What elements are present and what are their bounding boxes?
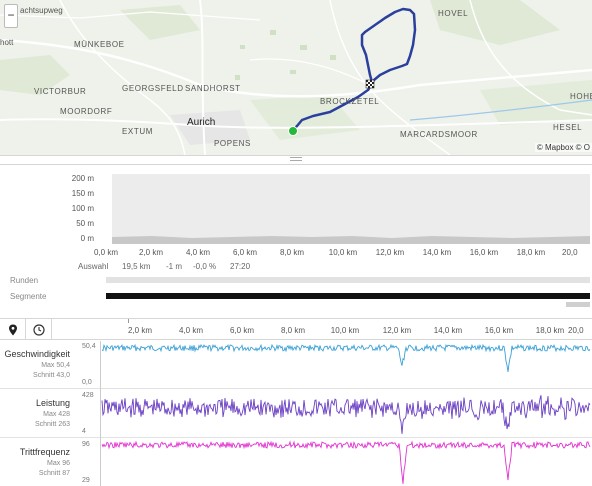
selection-label: Auswahl: [78, 262, 109, 271]
route-line: [292, 7, 417, 131]
stream-speed-scale-bottom: 0,0: [82, 379, 92, 386]
axis-line: [100, 341, 101, 486]
stream-x-tick: 8,0 km: [280, 326, 305, 335]
elevation-x-tick: 16,0 km: [469, 248, 499, 257]
stream-line: [101, 440, 591, 484]
elevation-y-tick: 50 m: [76, 219, 94, 228]
map-background: [0, 0, 592, 155]
elevation-profile: [112, 236, 590, 244]
map-label: GEORGSFELD: [122, 84, 184, 93]
divider: [0, 155, 592, 156]
stream-speed-name: Geschwindigkeit: [4, 349, 70, 359]
selection-time: 27:20: [230, 262, 251, 271]
elevation-x-tick: 2,0 km: [138, 248, 163, 257]
stream-cadence-avg: Schnitt 87: [38, 470, 70, 477]
zoom-out-button[interactable]: −: [4, 4, 18, 28]
selection-grade: -0,0 %: [193, 262, 217, 271]
stream-speed-avg: Schnitt 43,0: [33, 372, 70, 379]
elevation-y-tick: 100 m: [71, 204, 94, 213]
laps-bar[interactable]: [106, 277, 590, 283]
route-map[interactable]: − achtsupweg hott MÜNKEBOE VICTORBUR GEO…: [0, 0, 592, 155]
segment-bar[interactable]: [106, 293, 590, 299]
map-label: MARCARDSMOOR: [400, 130, 478, 139]
map-label: achtsupweg: [20, 6, 63, 15]
start-marker-icon: [288, 126, 298, 136]
stream-x-tick: 14,0 km: [433, 326, 463, 335]
elevation-y-tick: 200 m: [71, 174, 94, 183]
stream-cadence-scale-bottom: 29: [82, 477, 90, 484]
laps-label: Runden: [10, 276, 39, 285]
stream-x-tick: 16,0 km: [484, 326, 514, 335]
map-label: hott: [0, 38, 14, 47]
stream-x-tick: 10,0 km: [330, 326, 360, 335]
map-label: VICTORBUR: [34, 87, 87, 96]
stream-x-tick: 18,0 km: [535, 326, 565, 335]
elevation-x-tick: 18,0 km: [516, 248, 546, 257]
stream-cadence[interactable]: Trittfrequenz Max 96 Schnitt 87 96 29: [0, 439, 592, 486]
elevation-x-tick: 10,0 km: [328, 248, 358, 257]
segments-label: Segmente: [10, 292, 47, 301]
elevation-x-tick: 6,0 km: [232, 248, 257, 257]
elevation-x-tick: 12,0 km: [375, 248, 405, 257]
streams-header: 2,0 km 4,0 km 6,0 km 8,0 km 10,0 km 12,0…: [0, 318, 592, 340]
clock-icon: [32, 323, 45, 336]
speed-line: [101, 343, 591, 372]
stream-power-avg: Schnitt 263: [34, 421, 70, 428]
elevation-x-tick: 4,0 km: [185, 248, 210, 257]
stream-power-max: Max 428: [43, 411, 70, 418]
map-label: SANDHORST: [185, 84, 241, 93]
segment-bar-small[interactable]: [566, 302, 590, 307]
stream-speed-scale-top: 50,4: [82, 343, 96, 350]
map-label: HOHE: [570, 92, 592, 101]
stream-cadence-scale-top: 96: [82, 441, 90, 448]
cadence-line: [101, 440, 591, 484]
stream-x-tick: 6,0 km: [229, 326, 254, 335]
elevation-y-tick: 150 m: [71, 189, 94, 198]
divider: [0, 164, 592, 165]
map-pin-icon: [8, 324, 17, 335]
map-label: POPENS: [214, 139, 251, 148]
elevation-x-tick: 8,0 km: [279, 248, 304, 257]
map-label: HOVEL: [438, 9, 469, 18]
tab-distance[interactable]: [0, 319, 26, 340]
tab-time[interactable]: [26, 319, 52, 340]
stream-power-scale-bottom: 4: [82, 428, 86, 435]
map-label: EXTUM: [122, 127, 153, 136]
stream-x-tick: 12,0 km: [382, 326, 412, 335]
elevation-x-tick: 20,0: [562, 248, 578, 257]
stream-power[interactable]: Leistung Max 428 Schnitt 263 428 4: [0, 390, 592, 438]
stream-speed[interactable]: Geschwindigkeit Max 50,4 Schnitt 43,0 50…: [0, 341, 592, 389]
map-label-city: Aurich: [187, 117, 216, 128]
stream-line: [101, 395, 591, 434]
stream-x-tick: 2,0 km: [127, 326, 152, 335]
stream-cadence-name: Trittfrequenz: [19, 447, 70, 457]
resize-handle[interactable]: [290, 157, 302, 161]
finish-flag-icon: [365, 79, 375, 89]
elevation-x-tick: 0,0 km: [93, 248, 118, 257]
elevation-x-tick: 14,0 km: [422, 248, 452, 257]
selection-elevation: -1 m: [166, 262, 182, 271]
stream-speed-max: Max 50,4: [41, 362, 70, 369]
map-label: HESEL: [553, 123, 583, 132]
elevation-y-tick: 0 m: [80, 234, 94, 243]
stream-cadence-max: Max 96: [47, 460, 70, 467]
stream-x-tick: 4,0 km: [178, 326, 203, 335]
elevation-plot-area[interactable]: [112, 174, 590, 244]
stream-power-scale-top: 428: [82, 392, 94, 399]
stream-x-tick: 20,0: [568, 326, 584, 335]
map-attribution[interactable]: © Mapbox © O: [534, 143, 592, 152]
power-line: [101, 395, 591, 434]
map-label: MOORDORF: [60, 107, 113, 116]
stream-line: [101, 343, 591, 372]
map-label: BROCKZETEL: [320, 97, 380, 106]
stream-power-name: Leistung: [35, 398, 70, 408]
map-label: MÜNKEBOE: [74, 40, 125, 49]
selection-distance: 19,5 km: [122, 262, 151, 271]
